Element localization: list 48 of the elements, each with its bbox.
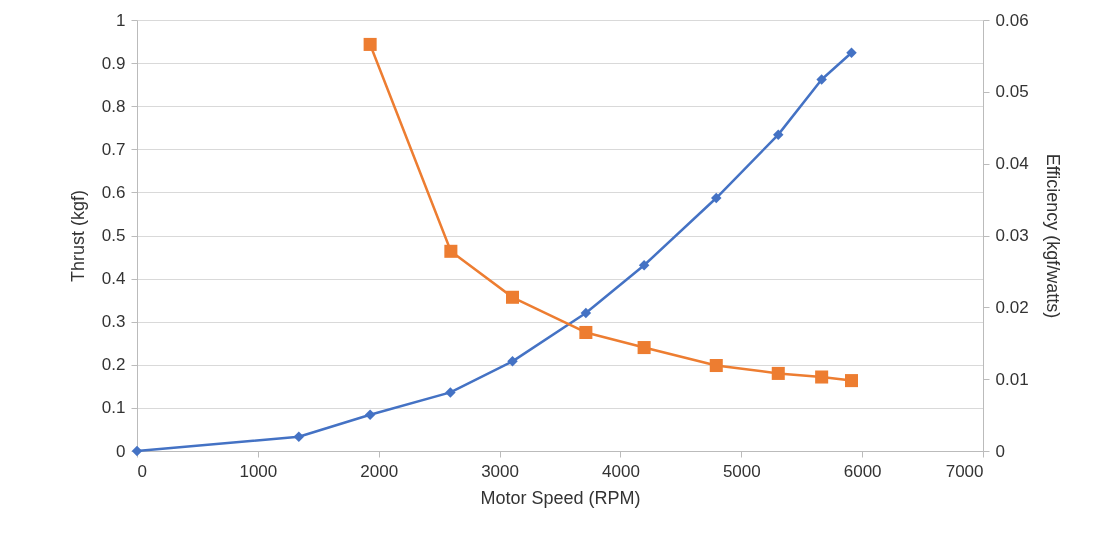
y-tick-label: 0.8 [101, 96, 126, 116]
point [445, 387, 456, 398]
x-tick-label: 0 [137, 461, 147, 481]
x-tick-label: 7000 [945, 461, 984, 481]
point [638, 259, 650, 271]
x-tick-label: 2000 [360, 461, 399, 481]
point [815, 370, 829, 384]
point [507, 356, 518, 367]
point [844, 374, 859, 388]
y2-tick-label: 0.01 [995, 369, 1029, 389]
y2-tick-label: 0.02 [995, 297, 1029, 317]
point [364, 409, 376, 421]
y-tick-label: 0.7 [101, 139, 126, 159]
point [709, 359, 723, 373]
point [580, 307, 592, 319]
y2-tick-label: 0 [995, 441, 1005, 461]
point [444, 244, 458, 258]
y-axis-title: Thrust (kgf) [67, 189, 88, 283]
y-tick-label: 0.9 [101, 53, 126, 73]
x-tick-label: 4000 [602, 461, 640, 481]
y2-tick-label: 0.04 [995, 154, 1029, 174]
point [771, 366, 785, 380]
x-tick-label: 6000 [843, 461, 882, 481]
point [846, 47, 857, 58]
point [579, 325, 593, 339]
y2-tick-label: 0.03 [995, 226, 1029, 245]
x-tick-label: 1000 [239, 461, 278, 481]
y-tick-label: 0.3 [101, 312, 126, 332]
point [363, 37, 377, 51]
point [816, 74, 827, 85]
y-tick-label: 0.1 [101, 398, 126, 418]
y2-tick-label: 0.05 [995, 82, 1029, 102]
x-tick-label: 5000 [722, 461, 761, 481]
y-tick-label: 0.2 [101, 355, 126, 375]
y-tick-label: 1 [116, 10, 126, 30]
point [505, 290, 520, 304]
point [637, 341, 651, 355]
y2-axis-title: Efficiency (kgf/watts) [1042, 153, 1063, 319]
y2-tick-label: 0.06 [995, 10, 1029, 30]
y-tick-label: 0.4 [101, 269, 126, 289]
point [293, 431, 305, 443]
y-tick-label: 0 [116, 441, 126, 461]
point [773, 129, 784, 140]
y-tick-label: 0.6 [101, 182, 126, 202]
point [711, 192, 722, 204]
y-tick-label: 0.5 [101, 226, 126, 245]
x-axis-title: Motor Speed (RPM) [480, 487, 641, 508]
x-tick-label: 3000 [481, 461, 519, 481]
